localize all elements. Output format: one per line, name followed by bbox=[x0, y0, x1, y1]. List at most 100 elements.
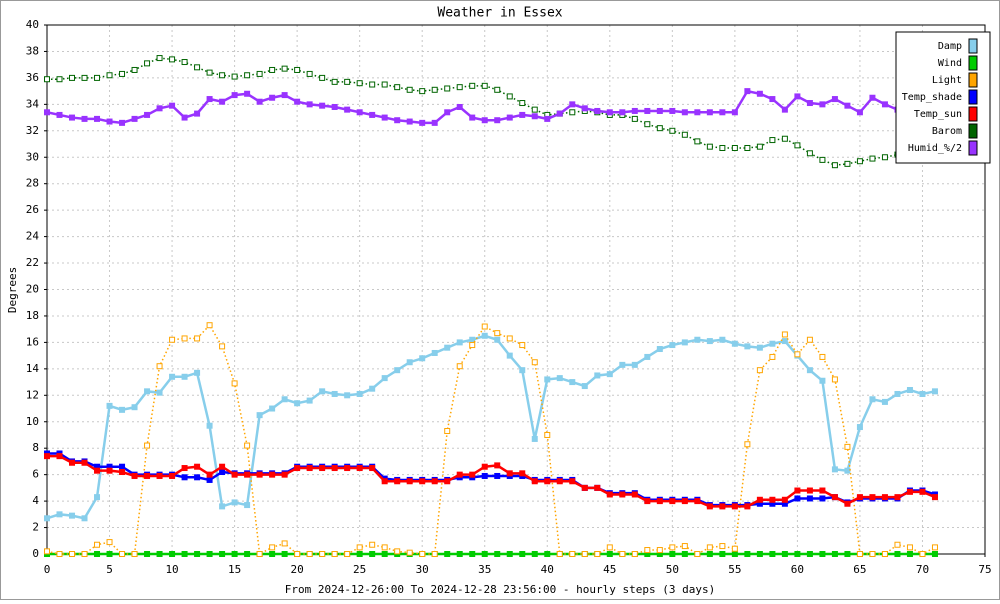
data-point bbox=[206, 69, 213, 76]
data-point bbox=[694, 498, 701, 505]
data-point bbox=[681, 339, 688, 346]
data-point bbox=[481, 472, 488, 479]
data-point bbox=[69, 459, 76, 466]
data-point bbox=[794, 487, 801, 494]
data-point bbox=[506, 352, 513, 359]
data-point bbox=[881, 551, 888, 557]
data-point bbox=[531, 435, 538, 442]
data-point bbox=[681, 543, 688, 550]
data-point bbox=[719, 336, 726, 343]
data-point bbox=[556, 375, 563, 382]
data-point bbox=[144, 111, 151, 118]
data-point bbox=[144, 60, 151, 67]
data-point bbox=[394, 117, 401, 124]
data-point bbox=[69, 551, 76, 557]
data-point bbox=[494, 86, 501, 93]
data-point bbox=[931, 544, 938, 551]
data-point bbox=[531, 106, 538, 113]
data-point bbox=[206, 96, 213, 103]
data-point bbox=[344, 392, 351, 399]
data-point bbox=[144, 388, 151, 395]
data-point bbox=[394, 478, 401, 485]
data-point bbox=[194, 463, 201, 470]
data-point bbox=[169, 102, 176, 109]
data-point bbox=[344, 106, 351, 113]
data-point bbox=[281, 92, 288, 99]
data-point bbox=[381, 478, 388, 485]
data-point bbox=[794, 93, 801, 100]
data-point bbox=[669, 551, 676, 557]
data-point bbox=[444, 478, 451, 485]
data-point bbox=[806, 551, 813, 557]
data-point bbox=[81, 115, 88, 122]
data-point bbox=[244, 90, 251, 97]
data-point bbox=[881, 398, 888, 405]
data-point bbox=[131, 66, 138, 73]
data-point bbox=[444, 551, 451, 557]
data-point bbox=[244, 442, 251, 449]
data-point bbox=[106, 402, 113, 409]
x-tick-label: 20 bbox=[291, 563, 304, 576]
data-point bbox=[769, 137, 776, 144]
data-point bbox=[94, 494, 101, 501]
legend-swatch bbox=[968, 38, 978, 54]
legend-swatch bbox=[968, 140, 978, 156]
data-point bbox=[681, 109, 688, 116]
data-point bbox=[419, 88, 426, 95]
data-point bbox=[756, 551, 763, 557]
data-point bbox=[331, 390, 338, 397]
data-point bbox=[856, 158, 863, 165]
data-point bbox=[594, 372, 601, 379]
data-point bbox=[794, 495, 801, 502]
data-point bbox=[656, 125, 663, 132]
data-point bbox=[131, 404, 138, 411]
data-point bbox=[656, 346, 663, 353]
data-point bbox=[531, 113, 538, 120]
data-point bbox=[481, 332, 488, 339]
data-point bbox=[406, 118, 413, 125]
data-point bbox=[494, 462, 501, 469]
data-point bbox=[581, 484, 588, 491]
data-point bbox=[781, 331, 788, 338]
data-point bbox=[269, 471, 276, 478]
data-point bbox=[606, 491, 613, 498]
y-tick-label: 40 bbox=[26, 18, 39, 31]
data-point bbox=[781, 338, 788, 345]
data-point bbox=[494, 472, 501, 479]
data-point bbox=[456, 471, 463, 478]
data-point bbox=[256, 412, 263, 419]
data-point bbox=[431, 86, 438, 93]
data-point bbox=[481, 82, 488, 89]
data-point bbox=[206, 422, 213, 429]
data-point bbox=[131, 551, 138, 557]
data-point bbox=[819, 495, 826, 502]
data-point bbox=[494, 330, 501, 337]
data-point bbox=[56, 551, 63, 557]
data-point bbox=[694, 336, 701, 343]
data-point bbox=[194, 474, 201, 481]
data-point bbox=[806, 150, 813, 157]
data-point bbox=[519, 111, 526, 118]
data-point bbox=[169, 551, 176, 557]
data-point bbox=[869, 155, 876, 162]
x-tick-label: 75 bbox=[978, 563, 991, 576]
data-point bbox=[156, 472, 163, 479]
data-point bbox=[369, 111, 376, 118]
data-point bbox=[231, 380, 238, 387]
data-point bbox=[294, 400, 301, 407]
data-point bbox=[156, 389, 163, 396]
x-tick-label: 70 bbox=[916, 563, 929, 576]
x-tick-label: 65 bbox=[853, 563, 866, 576]
data-point bbox=[694, 551, 701, 557]
data-point bbox=[594, 107, 601, 114]
legend-label: Light bbox=[932, 75, 962, 86]
chart-title: Weather in Essex bbox=[437, 6, 562, 21]
y-tick-label: 30 bbox=[26, 150, 39, 163]
data-point bbox=[531, 359, 538, 366]
data-point bbox=[931, 388, 938, 395]
data-point bbox=[269, 94, 276, 101]
data-point bbox=[306, 101, 313, 108]
data-point bbox=[331, 78, 338, 85]
data-point bbox=[631, 551, 638, 557]
legend-label: Wind bbox=[938, 58, 962, 69]
